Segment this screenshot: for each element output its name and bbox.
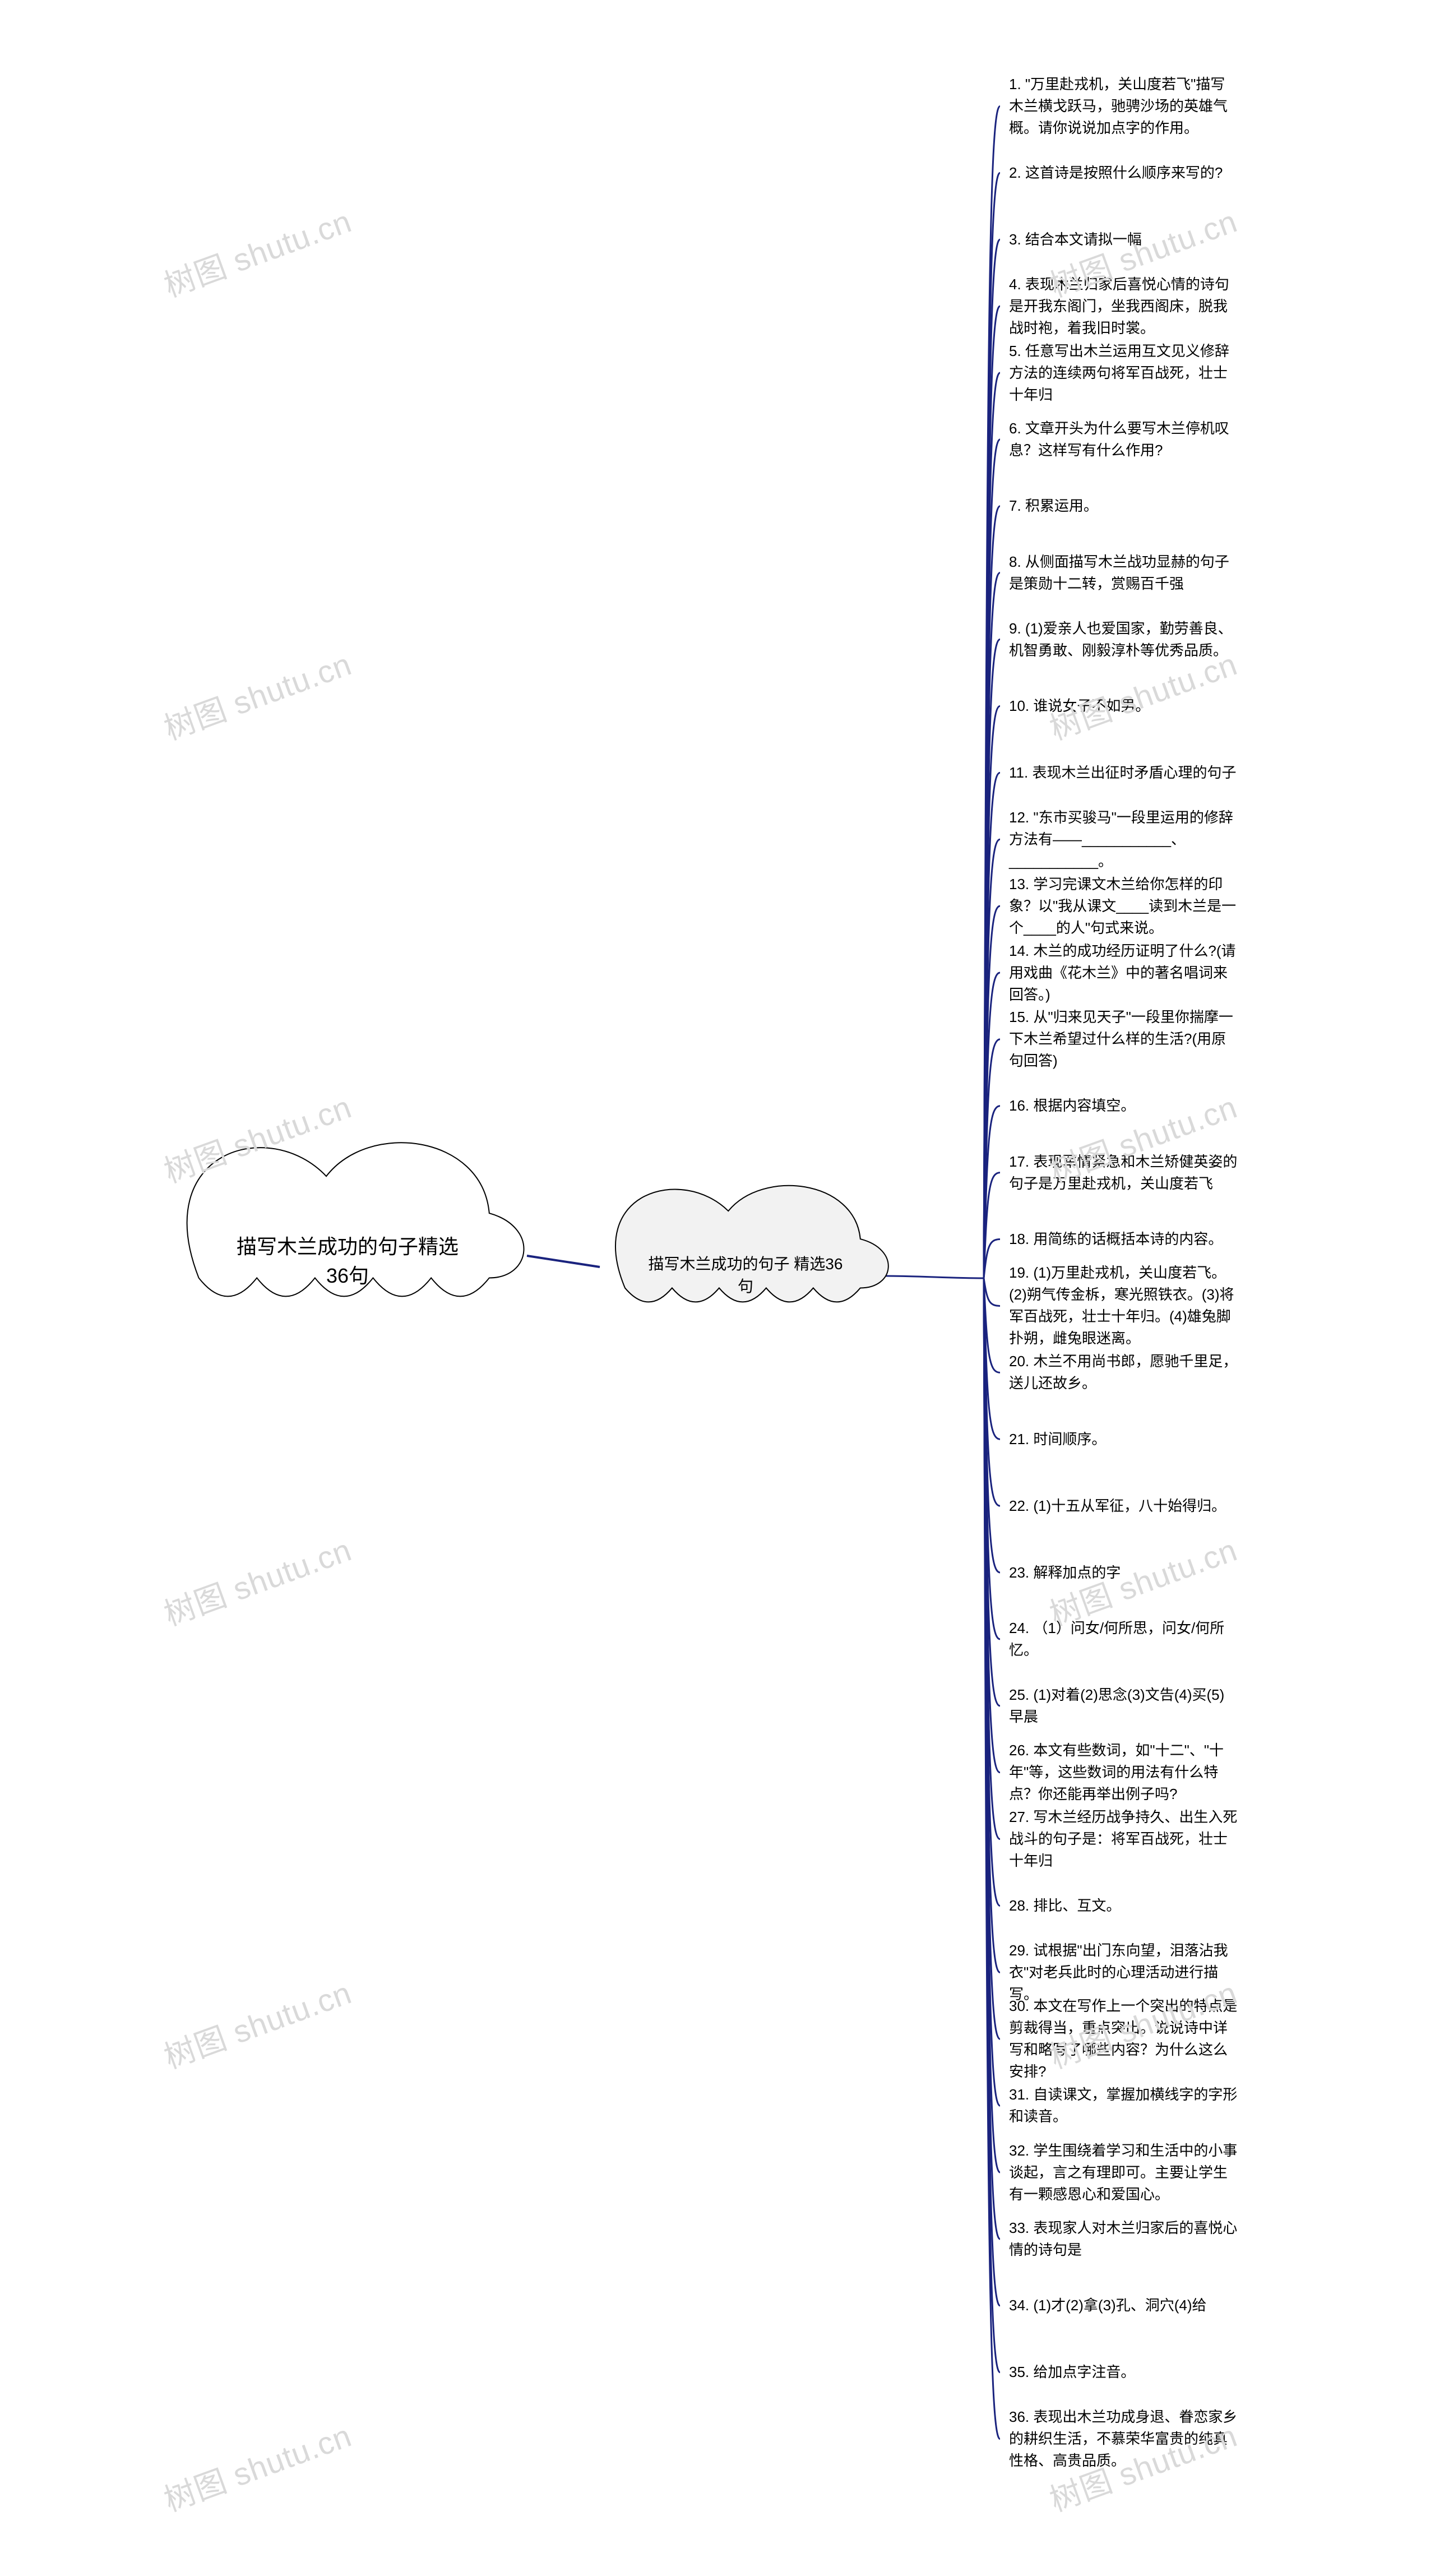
leaf-node: 14. 木兰的成功经历证明了什么?(请用戏曲《花木兰》中的著名唱词来回答。): [1003, 937, 1244, 1009]
leaf-node: 19. (1)万里赴戎机，关山度若飞。(2)朔气传金柝，寒光照铁衣。(3)将军百…: [1003, 1259, 1244, 1353]
root-node: 描写木兰成功的句子精选36句: [168, 1132, 527, 1368]
leaf-node: 34. (1)才(2)拿(3)孔、洞穴(4)给: [1003, 2291, 1244, 2320]
leaf-node: 20. 木兰不用尚书郎，愿驰千里足，送儿还故乡。: [1003, 1347, 1244, 1398]
leaf-node: 24. （1）问女/何所思，问女/何所忆。: [1003, 1614, 1244, 1664]
leaf-node: 27. 写木兰经历战争持久、出生入死战斗的句子是：将军百战死，壮士十年归: [1003, 1803, 1244, 1875]
leaf-node: 26. 本文有些数词，如"十二"、"十年"等，这些数词的用法有什么特点？你还能再…: [1003, 1736, 1244, 1809]
leaf-node: 33. 表现家人对木兰归家后的喜悦心情的诗句是: [1003, 2214, 1244, 2264]
leaf-node: 28. 排比、互文。: [1003, 1891, 1244, 1920]
leaf-node: 36. 表现出木兰功成身退、眷恋家乡的耕织生活，不慕荣华富贵的纯真性格、高贵品质…: [1003, 2403, 1244, 2475]
leaf-node: 30. 本文在写作上一个突出的特点是剪裁得当，重点突出。说说诗中详写和略写了哪些…: [1003, 1992, 1244, 2086]
leaf-node: 7. 积累运用。: [1003, 492, 1244, 520]
leaf-node: 4. 表现木兰归家后喜悦心情的诗句是开我东阁门，坐我西阁床，脱我战时袍，着我旧时…: [1003, 270, 1244, 343]
leaf-node: 23. 解释加点的字: [1003, 1558, 1244, 1587]
leaf-node: 10. 谁说女子不如男。: [1003, 692, 1244, 720]
leaf-node: 15. 从"归来见天子"一段里你揣摩一下木兰希望过什么样的生活?(用原句回答): [1003, 1003, 1244, 1075]
leaf-node: 2. 这首诗是按照什么顺序来写的?: [1003, 159, 1244, 187]
leaf-node: 5. 任意写出木兰运用互文见义修辞方法的连续两句将军百战死，壮士十年归: [1003, 337, 1244, 409]
leaf-node: 13. 学习完课文木兰给你怎样的印象？以"我从课文____读到木兰是一个____…: [1003, 870, 1244, 942]
leaf-node: 6. 文章开头为什么要写木兰停机叹息？这样写有什么作用?: [1003, 414, 1244, 465]
root-label: 描写木兰成功的句子精选36句: [225, 1213, 469, 1307]
leaf-node: 9. (1)爱亲人也爱国家，勤劳善良、机智勇敢、刚毅淳朴等优秀品质。: [1003, 614, 1244, 665]
leaf-node: 32. 学生围绕着学习和生活中的小事谈起，言之有理即可。主要让学生有一颗感恩心和…: [1003, 2136, 1244, 2209]
leaf-node: 11. 表现木兰出征时矛盾心理的句子: [1003, 759, 1244, 787]
leaf-node: 8. 从侧面描写木兰战功显赫的句子是策勋十二转，赏赐百千强: [1003, 548, 1244, 598]
leaf-node: 21. 时间顺序。: [1003, 1425, 1244, 1454]
mid-node: 描写木兰成功的句子 精选36句: [600, 1177, 891, 1357]
leaf-node: 31. 自读课文，掌握加横线字的字形和读音。: [1003, 2080, 1244, 2131]
leaf-node: 3. 结合本文请拟一幅: [1003, 225, 1244, 254]
leaf-node: 35. 给加点字注音。: [1003, 2358, 1244, 2387]
leaf-node: 17. 表现军情紧急和木兰矫健英姿的句子是万里赴戎机，关山度若飞: [1003, 1148, 1244, 1198]
leaf-node: 1. "万里赴戎机，关山度若飞"描写木兰横戈跃马，驰骋沙场的英雄气概。请你说说加…: [1003, 70, 1244, 142]
leaf-node: 22. (1)十五从军征，八十始得归。: [1003, 1492, 1244, 1520]
leaf-node: 16. 根据内容填空。: [1003, 1092, 1244, 1120]
leaf-node: 25. (1)对着(2)思念(3)文告(4)买(5)早晨: [1003, 1681, 1244, 1731]
leaf-node: 18. 用简练的话概括本诗的内容。: [1003, 1225, 1244, 1254]
leaf-node: 12. "东市买骏马"一段里运用的修辞方法有——___________、____…: [1003, 803, 1244, 876]
mid-label: 描写木兰成功的句子 精选36句: [646, 1238, 845, 1310]
